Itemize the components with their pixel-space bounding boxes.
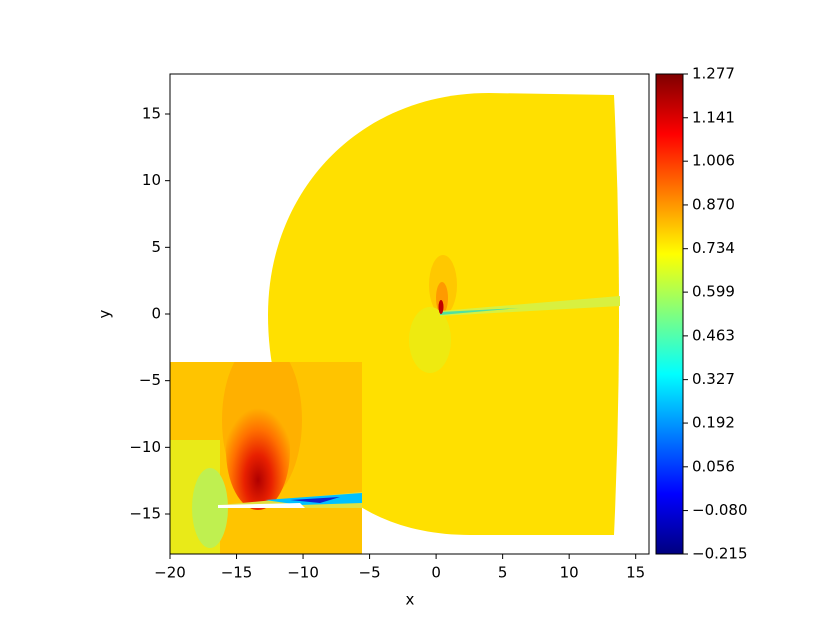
inset (170, 362, 362, 554)
y-axis-label: y (96, 309, 114, 318)
y-tick-label: −15 (129, 505, 161, 523)
colorbar-tick-label: 1.141 (692, 108, 735, 126)
x-tick-label: 0 (431, 564, 441, 582)
y-tick-label: −5 (139, 371, 161, 389)
y-tick-label: 15 (142, 105, 161, 123)
colorbar-tick-label: 0.463 (692, 326, 735, 344)
colorbar (655, 73, 684, 555)
y-tick-label: 0 (151, 305, 161, 323)
x-axis-label: x (406, 591, 415, 609)
x-tick-label: −5 (359, 564, 381, 582)
x-tick-label: 10 (560, 564, 579, 582)
colorbar-tick-label: −0.080 (692, 501, 748, 519)
colorbar-tick-label: 1.006 (692, 152, 735, 170)
x-tick-label: −10 (287, 564, 319, 582)
y-tick-label: −10 (129, 438, 161, 456)
y-tick-label: 10 (142, 171, 161, 189)
x-tick-label: −20 (154, 564, 186, 582)
colorbar-tick-label: 1.277 (692, 65, 735, 83)
x-tick-label: 5 (498, 564, 508, 582)
colorbar-tick-label: 0.192 (692, 414, 735, 432)
colorbar-tick-label: 0.734 (692, 239, 735, 257)
colorbar-tick-label: 0.599 (692, 283, 735, 301)
colorbar-tick-label: −0.215 (692, 545, 748, 563)
colorbar-tick-label: 0.870 (692, 195, 735, 213)
x-tick-label: −15 (221, 564, 253, 582)
colorbar-tick-label: 0.327 (692, 370, 735, 388)
colorbar-tick-label: 0.056 (692, 457, 735, 475)
x-tick-label: 15 (626, 564, 645, 582)
y-tick-label: 5 (151, 238, 161, 256)
